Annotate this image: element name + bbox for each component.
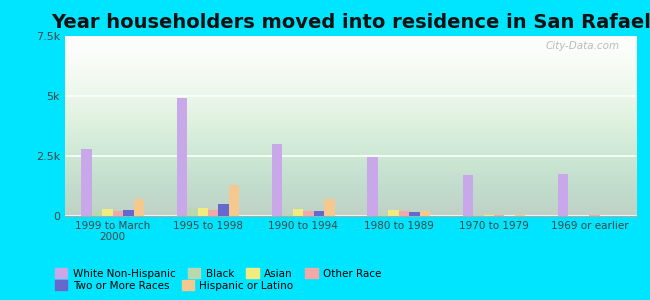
Bar (272, 144, 282, 216)
Bar (208, 210, 218, 216)
Bar (590, 215, 600, 216)
Bar (398, 211, 409, 216)
Bar (494, 215, 504, 216)
Bar (473, 215, 484, 216)
Legend: White Non-Hispanic, Black, Asian, Other Race: White Non-Hispanic, Black, Asian, Other … (51, 264, 385, 283)
Bar (229, 185, 239, 216)
Bar (420, 211, 430, 216)
Bar (314, 211, 324, 216)
Bar (282, 214, 293, 216)
Bar (198, 208, 208, 216)
Bar (504, 215, 515, 216)
Bar (187, 209, 198, 216)
Bar (177, 98, 187, 216)
Bar (388, 210, 398, 216)
Bar (463, 175, 473, 216)
Bar (409, 212, 420, 216)
Bar (378, 214, 388, 216)
Bar (81, 149, 92, 216)
Bar (579, 215, 590, 216)
Bar (112, 211, 123, 216)
Bar (515, 215, 525, 216)
Bar (134, 199, 144, 216)
Bar (367, 157, 378, 216)
Bar (304, 211, 314, 216)
Bar (558, 174, 568, 216)
Bar (324, 199, 335, 216)
Bar (484, 215, 494, 216)
Title: Year householders moved into residence in San Rafael: Year householders moved into residence i… (51, 13, 650, 32)
Bar (92, 211, 102, 216)
Legend: Two or More Races, Hispanic or Latino: Two or More Races, Hispanic or Latino (51, 276, 298, 295)
Bar (123, 210, 134, 216)
Bar (102, 209, 112, 216)
Bar (293, 209, 304, 216)
Bar (218, 204, 229, 216)
Text: City-Data.com: City-Data.com (546, 41, 620, 51)
Bar (610, 215, 621, 216)
Bar (568, 215, 579, 216)
